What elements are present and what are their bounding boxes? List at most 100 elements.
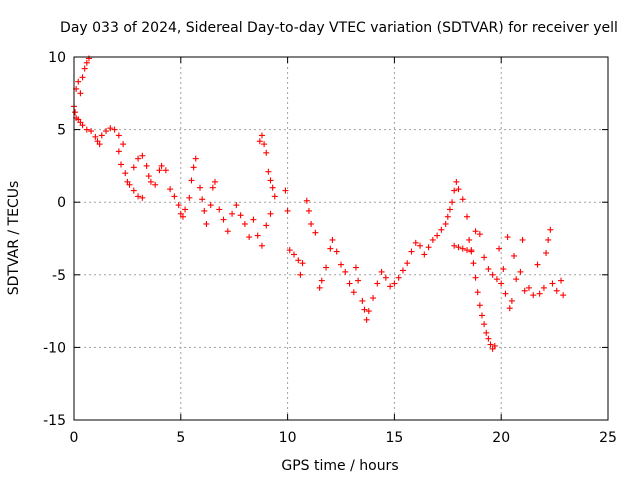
data-point [167,186,174,193]
data-point [474,289,481,296]
x-tick-label: 25 [599,430,617,446]
data-point [145,173,152,180]
data-point [258,242,265,249]
data-point [120,141,127,148]
data-point [75,78,82,85]
data-point [540,284,547,291]
y-tick-label: -10 [43,340,66,356]
data-point [459,196,466,203]
data-point [363,316,370,323]
data-point [88,128,95,135]
data-point [487,341,494,348]
data-point [209,184,216,191]
data-point [261,141,268,148]
data-point [175,202,182,209]
data-point [107,125,114,132]
y-axis-label: SDTVAR / TECUs [6,181,22,296]
data-point [350,289,357,296]
data-point [182,206,189,213]
data-point [269,184,276,191]
data-point [286,247,293,254]
data-point [171,193,178,200]
data-point [152,181,159,188]
data-point [130,187,137,194]
data-point [521,287,528,294]
data-point [203,220,210,227]
data-point [265,168,272,175]
data-point [468,247,475,254]
data-point [333,248,340,255]
data-point [147,178,154,185]
data-point [220,216,227,223]
data-point [478,312,485,319]
data-point [508,297,515,304]
data-point [85,55,92,62]
data-point [83,59,90,66]
data-point [126,181,133,188]
plot-frame [73,56,609,421]
data-point [429,236,436,243]
data-point [451,242,458,249]
data-point [359,297,366,304]
data-point [374,280,381,287]
data-point [254,232,261,239]
data-point [241,220,248,227]
data-point [197,184,204,191]
data-point [122,170,129,177]
data-point [491,342,498,349]
data-point [115,132,122,139]
data-point [267,210,274,217]
data-point [453,178,460,185]
data-point [370,295,377,302]
data-point [186,194,193,201]
data-point [395,274,402,281]
data-point [485,265,492,272]
data-point [500,265,507,272]
data-point [256,138,263,145]
data-point [483,329,490,336]
data-point [312,229,319,236]
data-point [291,251,298,258]
data-point [117,161,124,168]
data-point [338,261,344,268]
data-point [329,236,336,243]
data-point [250,216,257,223]
data-point [77,90,84,97]
data-point [504,234,511,241]
data-point [382,274,389,281]
data-point [511,252,518,259]
data-point [143,162,150,169]
data-point [111,126,118,133]
data-point [284,207,291,214]
data-point [519,236,526,243]
data-point [547,226,554,233]
data-point [558,277,565,284]
data-point [560,292,567,299]
data-point [267,177,274,184]
data-point [158,162,165,169]
data-point [470,260,477,267]
data-point [327,245,334,252]
x-tick-label: 15 [385,430,403,446]
data-point [481,254,488,261]
data-point [135,155,142,162]
y-tick-label: -5 [52,268,66,284]
data-point [92,133,99,140]
data-point [263,149,270,156]
data-point [130,164,137,171]
data-point [502,290,509,297]
data-point [81,65,88,72]
data-point [303,197,310,204]
data-point [237,212,244,219]
data-point [493,276,500,283]
data-point [83,126,90,133]
data-point [459,245,466,252]
data-point [246,234,253,241]
data-point [72,109,79,116]
data-point [434,232,441,239]
data-point [216,206,223,213]
data-point [211,178,218,185]
data-point [412,239,419,246]
data-point [391,280,398,287]
